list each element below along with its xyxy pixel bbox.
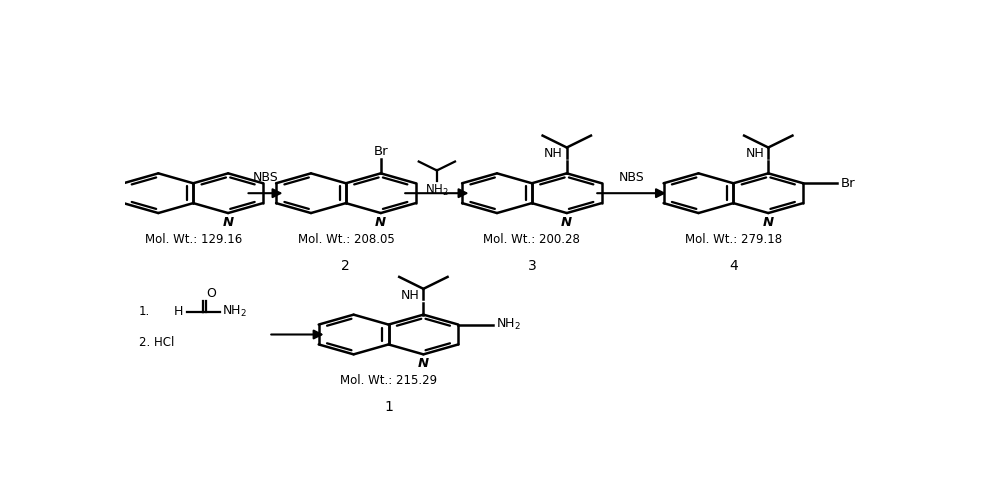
Text: NH: NH bbox=[746, 147, 764, 160]
Text: NH: NH bbox=[544, 147, 563, 160]
Text: N: N bbox=[561, 216, 572, 229]
Text: 3: 3 bbox=[528, 259, 536, 273]
Text: 1: 1 bbox=[384, 400, 393, 414]
Text: 1.: 1. bbox=[139, 305, 150, 318]
Text: NH$_2$: NH$_2$ bbox=[425, 183, 449, 198]
Text: NH$_2$: NH$_2$ bbox=[496, 317, 521, 332]
Text: NBS: NBS bbox=[253, 171, 278, 184]
Text: H: H bbox=[173, 305, 183, 318]
Text: N: N bbox=[418, 358, 429, 371]
Text: NH$_2$: NH$_2$ bbox=[222, 304, 247, 319]
Text: Mol. Wt.: 200.28: Mol. Wt.: 200.28 bbox=[483, 233, 580, 246]
Text: N: N bbox=[763, 216, 774, 229]
Text: Mol. Wt.: 129.16: Mol. Wt.: 129.16 bbox=[145, 233, 242, 246]
Text: Mol. Wt.: 215.29: Mol. Wt.: 215.29 bbox=[340, 374, 437, 387]
Text: 2. HCl: 2. HCl bbox=[139, 336, 174, 349]
Text: Mol. Wt.: 279.18: Mol. Wt.: 279.18 bbox=[685, 233, 782, 246]
Text: NBS: NBS bbox=[619, 171, 644, 184]
Text: Br: Br bbox=[841, 177, 855, 190]
Text: N: N bbox=[375, 216, 386, 229]
Text: Mol. Wt.: 208.05: Mol. Wt.: 208.05 bbox=[298, 233, 394, 246]
Text: NH: NH bbox=[401, 289, 420, 302]
Text: O: O bbox=[206, 287, 216, 300]
Text: N: N bbox=[223, 216, 234, 229]
Text: Br: Br bbox=[373, 145, 388, 158]
Text: 2: 2 bbox=[342, 259, 350, 273]
Text: 4: 4 bbox=[729, 259, 738, 273]
